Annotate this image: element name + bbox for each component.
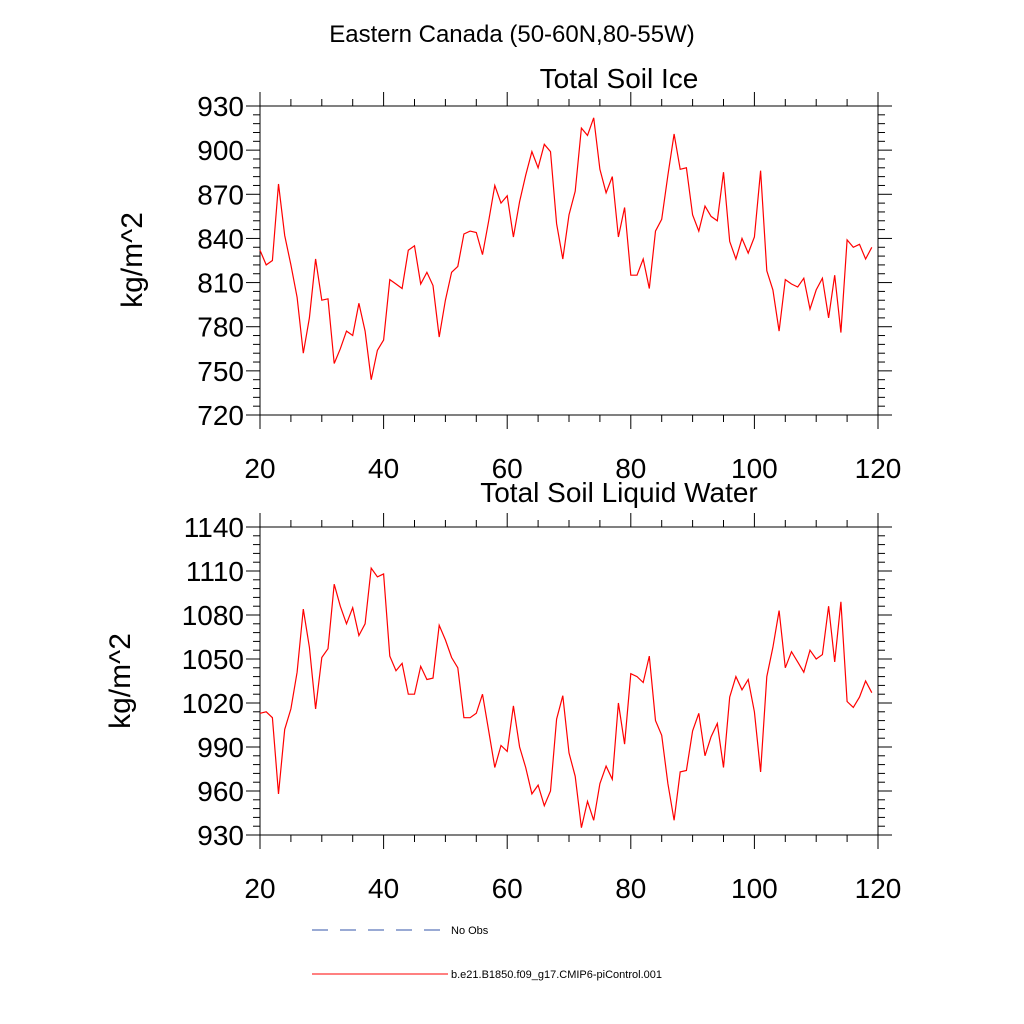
x-tick-label: 120 [855,453,902,484]
plot-frame [259,526,879,836]
y-tick-label: 930 [197,820,244,851]
x-tick-label: 80 [615,873,646,904]
y-tick-label: 1110 [186,556,244,587]
y-tick-label: 900 [197,135,244,166]
y-axis-label: kg/m^2 [116,212,149,308]
x-tick-label: 60 [492,873,523,904]
x-tick-label: 20 [244,873,275,904]
x-tick-label: 40 [368,873,399,904]
x-tick-label: 80 [615,453,646,484]
series-line [259,566,873,828]
x-tick-label: 60 [492,453,523,484]
plot-total-soil-ice: 720 750 780 810 840 870 900 930 20 40 60 80 100 120 To… [116,63,901,484]
y-tick-label: 720 [197,400,244,431]
y-tick-label: 930 [197,91,244,122]
y-tick-label: 1050 [182,644,244,675]
legend-label-model: b.e21.B1850.f09_g17.CMIP6-piControl.001 [451,969,662,981]
series-line [259,117,873,380]
legend-label-no-obs: No Obs [451,925,489,937]
y-tick-label: 1140 [184,512,244,543]
chart-title: Total Soil Liquid Water [480,477,758,508]
y-tick-label: 810 [197,268,244,299]
y-tick-label: 750 [197,356,244,387]
plot-frame [259,105,879,416]
plot-total-soil-liquid-water: 930 960 990 1020 1050 1080 1110 1140 20 40 60 80 100… [104,477,901,904]
y-tick-label: 1080 [182,600,244,631]
y-tick-label: 840 [197,223,244,254]
y-tick-label: 870 [197,179,244,210]
chart-title: Total Soil Ice [540,63,699,94]
x-tick-label: 100 [731,453,778,484]
y-axis-label: kg/m^2 [104,633,137,729]
x-tick-label: 100 [731,873,778,904]
legend: No Obs b.e21.B1850.f09_g17.CMIP6-piContr… [312,925,662,981]
y-tick-label: 1020 [182,688,244,719]
x-tick-label: 120 [855,873,902,904]
y-tick-label: 780 [197,312,244,343]
figure-title: Eastern Canada (50-60N,80-55W) [329,21,695,48]
y-tick-label: 960 [197,776,244,807]
x-tick-label: 20 [244,453,275,484]
y-tick-label: 990 [197,732,244,763]
x-tick-label: 40 [368,453,399,484]
